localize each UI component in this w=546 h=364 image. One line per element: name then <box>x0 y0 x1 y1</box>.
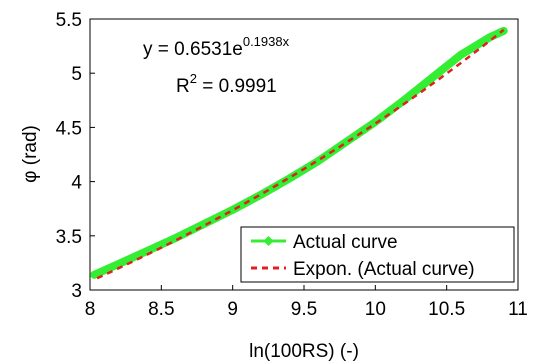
legend-marker-actual-curve <box>263 236 274 246</box>
x-tick-label: 8 <box>85 299 96 320</box>
x-tick-label: 9.5 <box>291 299 317 320</box>
x-tick-label: 11 <box>508 299 528 320</box>
x-tick-label: 10 <box>365 299 386 320</box>
y-tick-label: 4 <box>71 173 82 194</box>
y-tick-label: 3.5 <box>56 227 82 248</box>
y-tick-label: 3 <box>71 281 82 302</box>
actual-curve-point <box>456 50 465 59</box>
x-tick-label: 10.5 <box>428 299 465 320</box>
trendline-equation: y = 0.6531e0.1938x <box>143 34 290 60</box>
x-tick-label: 8.5 <box>148 299 174 320</box>
actual-curve-point <box>428 73 437 82</box>
actual-curve-point <box>90 270 99 279</box>
actual-curve-point <box>371 117 380 126</box>
actual-curve-point <box>285 174 294 183</box>
y-tick-label: 4.5 <box>56 118 82 139</box>
y-axis-label: φ (rad) <box>20 125 41 183</box>
series-layer <box>90 26 508 280</box>
x-axis: 8 8.5 9 9.5 10 10.5 11 <box>85 285 528 320</box>
legend-label-trendline: Expon. (Actual curve) <box>293 259 475 280</box>
y-tick-label: 5.5 <box>56 10 82 31</box>
y-tick-label: 5 <box>71 64 82 85</box>
legend-label-actual-curve: Actual curve <box>293 232 398 253</box>
x-axis-label: ln(100RS) (-) <box>249 341 359 362</box>
y-axis: 3 3.5 4 4.5 5 5.5 <box>56 10 95 302</box>
x-tick-label: 9 <box>227 299 238 320</box>
actual-curve-point <box>200 219 209 228</box>
r-squared: R2 = 0.9991 <box>176 71 277 97</box>
legend: Actual curve Expon. (Actual curve) <box>240 226 515 283</box>
legend-box <box>240 226 515 283</box>
